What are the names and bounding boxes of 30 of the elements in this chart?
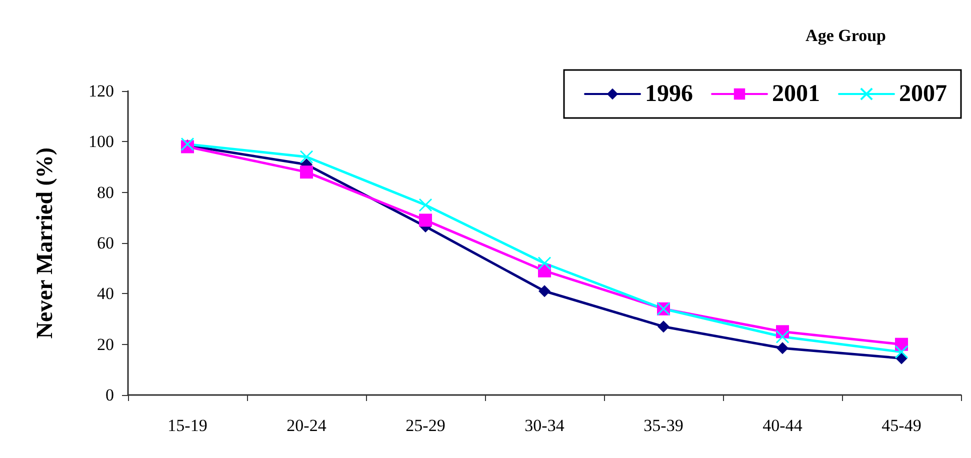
point [538, 285, 550, 298]
x-tick-label: 25-29 [406, 416, 446, 435]
point [538, 256, 552, 270]
x-tick-label: 15-19 [168, 416, 208, 435]
point [300, 150, 314, 164]
point [300, 166, 313, 179]
legend-label: 2007 [899, 81, 947, 107]
point [894, 345, 908, 359]
legend-title: Age Group [806, 26, 886, 45]
y-tick-label: 0 [106, 386, 114, 404]
y-tick-label: 40 [97, 284, 114, 304]
point [418, 198, 432, 212]
y-tick-label: 80 [97, 182, 114, 202]
x-tick-label: 30-34 [524, 416, 565, 435]
point [658, 320, 670, 333]
y-tick-label: 20 [97, 334, 114, 354]
x-tick-label: 40-44 [762, 416, 803, 435]
y-tick-label: 100 [88, 132, 114, 152]
y-tick-label: 120 [88, 82, 114, 100]
x-tick-label: 35-39 [644, 416, 684, 435]
point [776, 330, 790, 344]
y-axis-title: Never Married (%) [32, 147, 57, 339]
x-tick-label: 45-49 [882, 416, 922, 435]
legend-label: 1996 [645, 81, 693, 107]
legend-label: 2001 [772, 81, 820, 107]
y-tick-label: 60 [97, 234, 114, 252]
x-tick-label: 20-24 [286, 416, 327, 435]
point [776, 342, 788, 354]
point [419, 214, 432, 227]
point [896, 352, 908, 364]
